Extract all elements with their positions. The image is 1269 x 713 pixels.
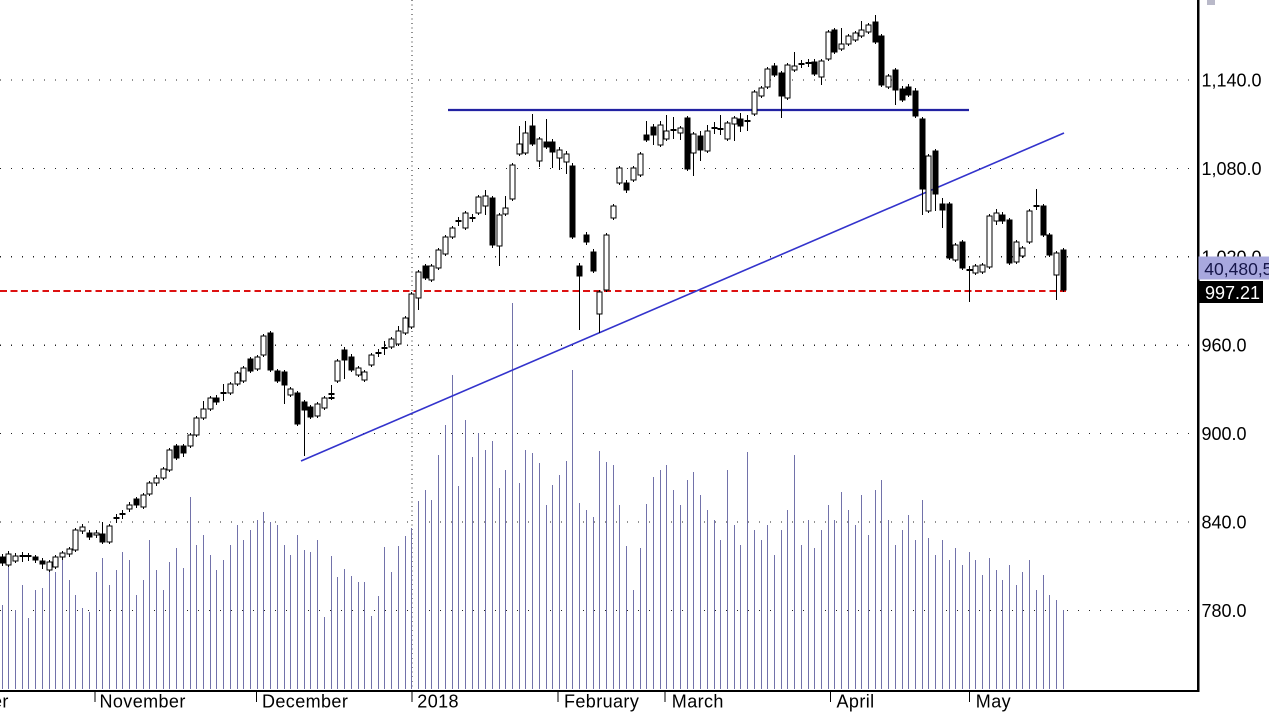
svg-text:40,480,51: 40,480,51 [1204, 259, 1269, 279]
svg-text:April: April [837, 692, 875, 712]
svg-text:2018: 2018 [417, 692, 459, 712]
svg-text:October: October [0, 692, 9, 712]
svg-text:1,080.0: 1,080.0 [1202, 159, 1262, 179]
svg-text:900.0: 900.0 [1202, 424, 1247, 444]
svg-text:December: December [262, 692, 348, 712]
svg-text:March: March [672, 692, 724, 712]
svg-text:February: February [564, 692, 639, 712]
svg-text:May: May [976, 692, 1011, 712]
svg-text:November: November [100, 692, 186, 712]
svg-text:840.0: 840.0 [1202, 513, 1247, 533]
svg-text:960.0: 960.0 [1202, 336, 1247, 356]
svg-text:780.0: 780.0 [1202, 601, 1247, 621]
svg-text:1,140.0: 1,140.0 [1202, 71, 1262, 91]
svg-text:997.21: 997.21 [1205, 283, 1260, 303]
